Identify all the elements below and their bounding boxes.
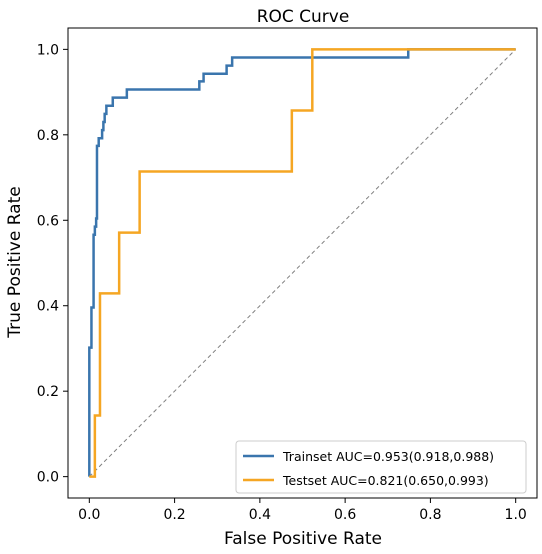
series-layer xyxy=(88,48,516,478)
x-tick-label: 0.0 xyxy=(78,507,100,523)
reference-diagonal-line xyxy=(88,49,517,477)
legend: Trainset AUC=0.953(0.918,0.988) Testset … xyxy=(235,440,527,494)
y-tick-label: 0.8 xyxy=(37,128,59,144)
y-tick-label: 0.4 xyxy=(37,299,59,315)
legend-label-testset: Testset AUC=0.821(0.650,0.993) xyxy=(282,473,489,488)
chart-title: ROC Curve xyxy=(257,7,350,27)
y-tick-label: 0.6 xyxy=(37,213,59,229)
series-line-trainset xyxy=(88,48,516,477)
y-tick-label: 0.2 xyxy=(37,384,59,400)
series-line-testset xyxy=(89,48,516,478)
ticks-layer: 0.0 0.2 0.4 0.6 0.8 1.0 0.0 0.2 0.4 0.6 0.8 1.0 xyxy=(37,42,527,523)
x-tick-label: 1.0 xyxy=(505,507,527,523)
x-axis-label: False Positive Rate xyxy=(224,529,382,549)
x-tick-label: 0.2 xyxy=(163,507,185,523)
y-tick-label: 1.0 xyxy=(37,42,59,58)
x-tick-label: 0.8 xyxy=(419,507,441,523)
legend-box xyxy=(235,440,527,494)
reference-line-layer xyxy=(88,49,517,477)
plot-frame xyxy=(67,27,538,499)
y-axis-label: True Positive Rate xyxy=(5,186,25,338)
x-tick-label: 0.4 xyxy=(249,507,271,523)
y-tick-label: 0.0 xyxy=(37,470,59,486)
legend-label-trainset: Trainset AUC=0.953(0.918,0.988) xyxy=(282,449,494,464)
x-tick-label: 0.6 xyxy=(334,507,356,523)
